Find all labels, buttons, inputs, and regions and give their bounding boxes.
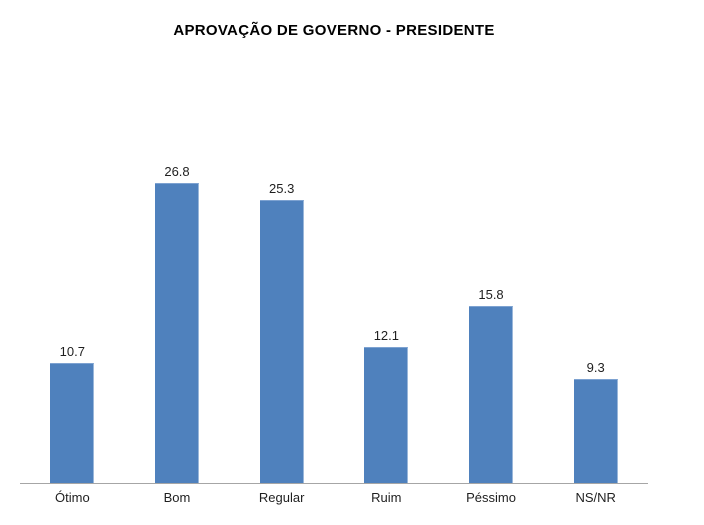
- bar-column: 10.7: [20, 147, 125, 483]
- category-axis: Ótimo Bom Regular Ruim Péssimo NS/NR: [20, 490, 648, 506]
- value-label: 12.1: [373, 328, 399, 344]
- bar-column: 26.8: [125, 147, 230, 483]
- category-label: Regular: [258, 490, 305, 505]
- bar: [573, 378, 618, 483]
- chart-title: APROVAÇÃO DE GOVERNO - PRESIDENTE: [173, 22, 495, 39]
- bar: [155, 182, 199, 483]
- category-label: Ótimo: [55, 490, 90, 505]
- bar-column: 25.3: [229, 147, 334, 483]
- bar-column: 12.1: [334, 147, 439, 483]
- category-label: Bom: [163, 490, 191, 505]
- bar-chart: APROVAÇÃO DE GOVERNO - PRESIDENTE 10.7 26…: [20, 0, 648, 525]
- bar: [364, 347, 409, 483]
- value-label: 9.3: [586, 359, 605, 375]
- bar: [259, 199, 304, 483]
- value-label: 10.7: [59, 344, 85, 360]
- bar: [50, 363, 95, 483]
- bar-column: 9.3: [543, 147, 648, 483]
- category-label: Ruim: [371, 490, 402, 505]
- value-label: 15.8: [478, 287, 504, 303]
- value-label: 26.8: [164, 163, 190, 179]
- value-label: 25.3: [269, 180, 295, 196]
- bar-column: 15.8: [439, 147, 544, 483]
- category-label: Péssimo: [466, 490, 516, 505]
- bar: [469, 306, 514, 483]
- plot-area: 10.7 26.8 25.3 12.1 15.8 9.3: [20, 147, 648, 484]
- category-label: NS/NR: [575, 490, 616, 505]
